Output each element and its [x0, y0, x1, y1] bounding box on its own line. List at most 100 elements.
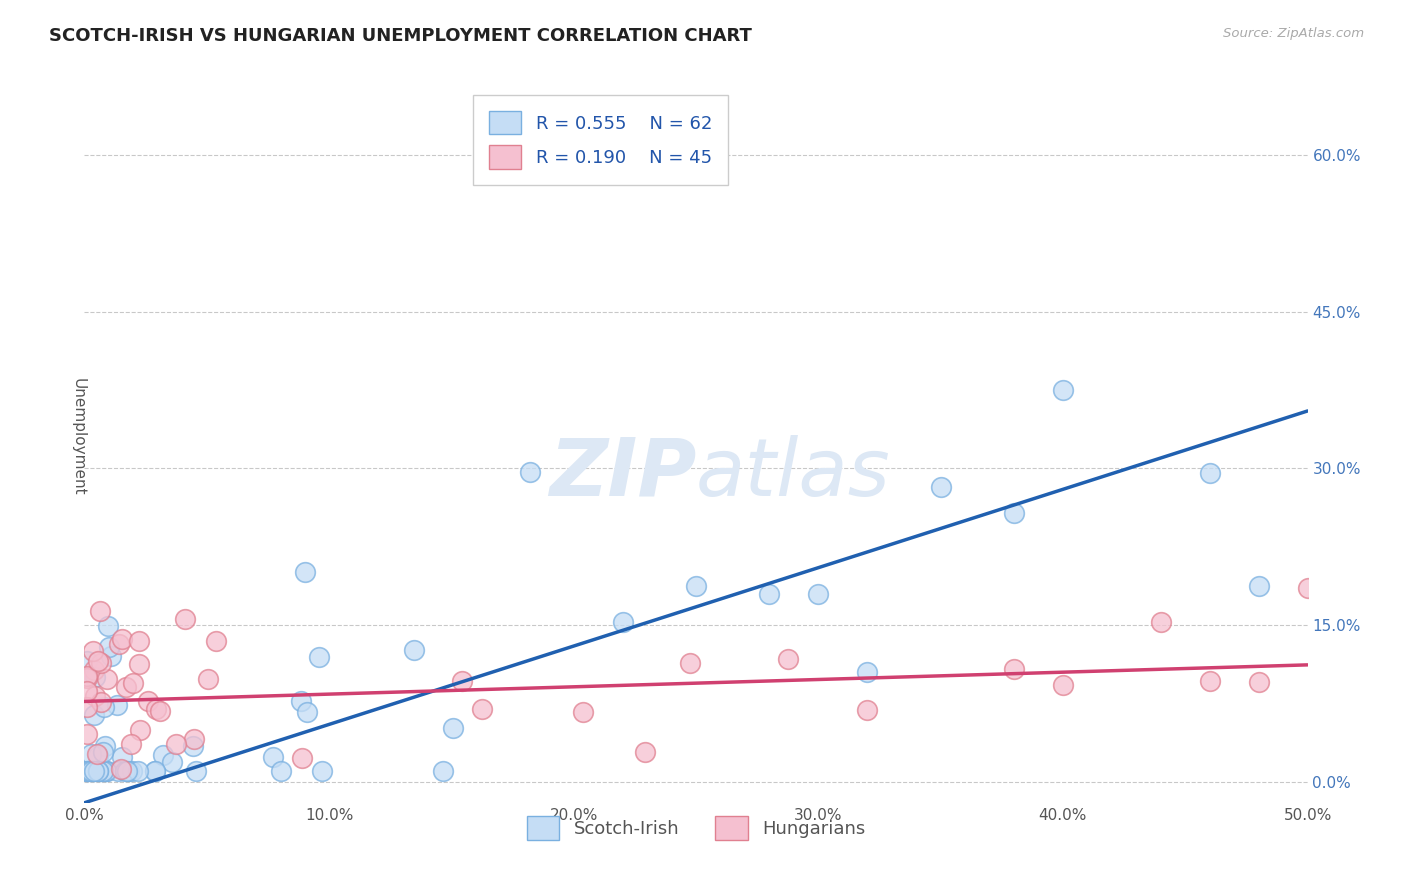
Point	[90, 764, 112, 779]
Point	[90, 656, 112, 670]
Point	[290, 694, 312, 708]
Point	[107, 764, 129, 779]
Point	[76, 684, 98, 698]
Text: SCOTCH-IRISH VS HUNGARIAN UNEMPLOYMENT CORRELATION CHART: SCOTCH-IRISH VS HUNGARIAN UNEMPLOYMENT C…	[49, 27, 752, 45]
Point	[93, 739, 115, 753]
Point	[98, 640, 121, 655]
Point	[114, 764, 136, 779]
Point	[758, 587, 780, 601]
Point	[929, 479, 952, 493]
Point	[117, 764, 139, 779]
Point	[205, 634, 228, 648]
Point	[152, 747, 174, 762]
Point	[110, 762, 132, 776]
Point	[115, 680, 138, 694]
Point	[83, 764, 105, 779]
Point	[93, 745, 115, 759]
Point	[143, 764, 166, 779]
Point	[76, 764, 98, 779]
Point	[122, 676, 145, 690]
Point	[143, 764, 166, 779]
Text: atlas: atlas	[696, 434, 891, 513]
Point	[93, 699, 115, 714]
Point	[82, 644, 104, 658]
Point	[96, 764, 118, 779]
Point	[471, 701, 494, 715]
Point	[149, 704, 172, 718]
Point	[1052, 678, 1074, 692]
Point	[197, 672, 219, 686]
Point	[162, 755, 184, 769]
Point	[685, 579, 707, 593]
Point	[1296, 581, 1319, 595]
Point	[270, 764, 292, 779]
Point	[89, 604, 111, 618]
Point	[94, 764, 117, 779]
Point	[100, 649, 122, 664]
Point	[1150, 615, 1173, 629]
Point	[111, 749, 134, 764]
Point	[679, 656, 702, 670]
Point	[111, 632, 134, 646]
Point	[121, 764, 143, 779]
Point	[83, 663, 105, 677]
Point	[128, 634, 150, 648]
Point	[77, 764, 100, 779]
Point	[84, 670, 107, 684]
Point	[128, 723, 150, 737]
Point	[87, 749, 110, 764]
Point	[291, 751, 314, 765]
Point	[91, 764, 114, 779]
Point	[1052, 383, 1074, 397]
Y-axis label: Unemployment: Unemployment	[70, 378, 86, 496]
Point	[76, 764, 98, 779]
Point	[856, 703, 879, 717]
Point	[83, 764, 105, 779]
Point	[404, 642, 426, 657]
Point	[1198, 674, 1220, 689]
Point	[776, 652, 799, 666]
Point	[519, 465, 541, 479]
Point	[634, 745, 657, 759]
Point	[76, 727, 98, 741]
Point	[127, 764, 149, 779]
Point	[1247, 579, 1270, 593]
Point	[86, 747, 108, 761]
Point	[174, 612, 197, 626]
Point	[1198, 466, 1220, 480]
Point	[87, 654, 110, 668]
Point	[90, 695, 112, 709]
Point	[105, 698, 128, 712]
Point	[1247, 674, 1270, 689]
Text: ZIP: ZIP	[548, 434, 696, 513]
Point	[451, 674, 474, 689]
Point	[186, 764, 208, 779]
Point	[84, 689, 107, 703]
Point	[165, 737, 187, 751]
Point	[80, 747, 103, 761]
Point	[441, 722, 464, 736]
Point	[80, 764, 103, 779]
Point	[87, 764, 110, 779]
Point	[1002, 506, 1025, 520]
Point	[120, 737, 142, 751]
Point	[807, 586, 830, 600]
Point	[97, 618, 120, 632]
Point	[76, 654, 98, 668]
Point	[181, 739, 204, 753]
Point	[108, 637, 131, 651]
Point	[94, 764, 117, 779]
Point	[612, 615, 634, 629]
Point	[295, 705, 318, 719]
Point	[136, 694, 159, 708]
Point	[572, 706, 595, 720]
Point	[96, 672, 118, 686]
Point	[311, 764, 333, 779]
Point	[87, 764, 110, 779]
Point	[118, 764, 141, 779]
Point	[432, 764, 454, 779]
Point	[183, 732, 205, 747]
Point	[145, 702, 167, 716]
Point	[76, 669, 98, 683]
Legend: Scotch-Irish, Hungarians: Scotch-Irish, Hungarians	[517, 807, 875, 848]
